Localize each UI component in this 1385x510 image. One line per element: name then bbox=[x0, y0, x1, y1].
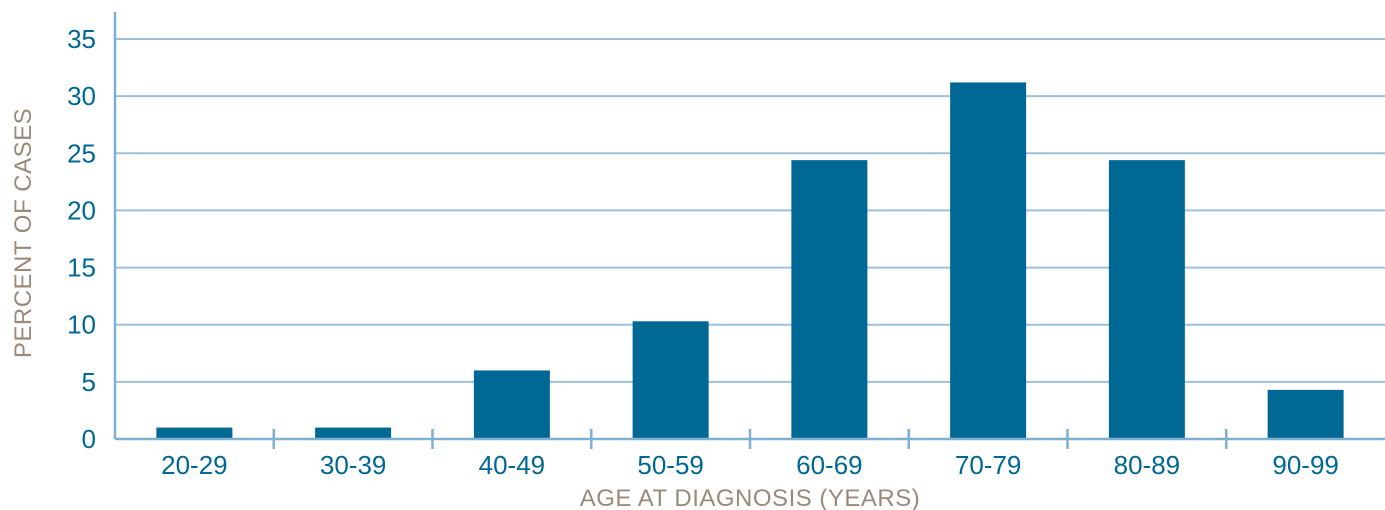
x-tick-label: 50-59 bbox=[637, 450, 704, 480]
bar-30-39 bbox=[315, 427, 392, 439]
y-axis-title: PERCENT OF CASES bbox=[10, 108, 37, 358]
bars bbox=[156, 82, 1344, 439]
bar-90-99 bbox=[1267, 389, 1344, 439]
x-tick-label: 80-89 bbox=[1114, 450, 1181, 480]
x-tick-label: 70-79 bbox=[955, 450, 1022, 480]
y-tick-label: 10 bbox=[67, 310, 96, 340]
y-tick-label: 35 bbox=[67, 24, 96, 54]
y-tick-label: 0 bbox=[82, 424, 96, 454]
y-tick-label: 15 bbox=[67, 253, 96, 283]
y-tick-label: 5 bbox=[82, 367, 96, 397]
x-axis-title: AGE AT DIAGNOSIS (YEARS) bbox=[580, 485, 921, 510]
y-tick-labels: 0 5 10 15 20 25 30 35 bbox=[67, 24, 96, 454]
x-tick-label: 90-99 bbox=[1272, 450, 1339, 480]
y-tick-label: 30 bbox=[67, 81, 96, 111]
gridlines bbox=[115, 38, 1385, 383]
x-tick-label: 60-69 bbox=[796, 450, 863, 480]
x-tick-label: 40-49 bbox=[479, 450, 546, 480]
axes bbox=[113, 12, 1385, 449]
x-tick-labels: 20-29 30-39 40-49 50-59 60-69 70-79 80-89 90-99 bbox=[161, 450, 1339, 480]
y-tick-label: 20 bbox=[67, 195, 96, 225]
x-tick-label: 20-29 bbox=[161, 450, 228, 480]
bar-40-49 bbox=[473, 370, 550, 439]
bar-80-89 bbox=[1108, 160, 1185, 439]
bar-60-69 bbox=[791, 160, 868, 439]
bar-20-29 bbox=[156, 427, 233, 439]
bar-70-79 bbox=[950, 82, 1027, 439]
y-tick-label: 25 bbox=[67, 138, 96, 168]
x-tick-label: 30-39 bbox=[320, 450, 387, 480]
bar-50-59 bbox=[632, 321, 709, 439]
